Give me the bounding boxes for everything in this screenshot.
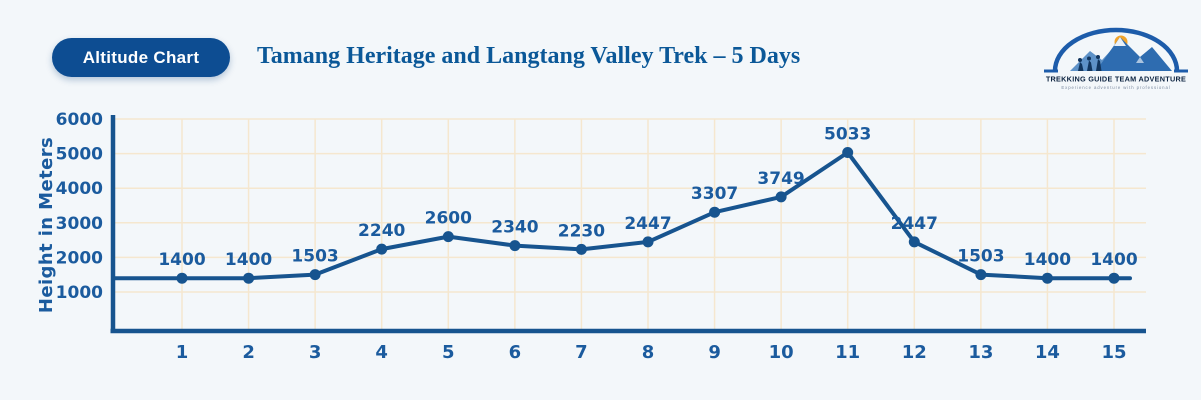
data-point-dot <box>309 269 321 281</box>
data-point-dot <box>842 147 854 158</box>
data-point-value-label: 2240 <box>358 221 405 241</box>
logo-text: TREKKING GUIDE TEAM ADVENTURE <box>1046 75 1186 84</box>
data-point-dot <box>709 206 721 218</box>
data-point-value-label: 3749 <box>757 169 804 189</box>
y-tick-label: 3000 <box>56 214 103 234</box>
data-point-dot <box>376 243 388 255</box>
data-point-value-label: 1400 <box>225 250 272 270</box>
x-tick-label: 11 <box>835 342 860 363</box>
x-tick-label: 3 <box>309 342 322 363</box>
y-tick-label: 1000 <box>56 283 103 303</box>
data-point-dot <box>1041 272 1053 284</box>
x-tick-label: 15 <box>1101 342 1126 363</box>
x-tick-label: 6 <box>509 342 522 363</box>
logo-tagline: Experience adventure with professional <box>1061 85 1170 90</box>
x-tick-label: 12 <box>902 342 927 363</box>
x-tick-label: 7 <box>575 342 588 363</box>
page-title: Tamang Heritage and Langtang Valley Trek… <box>257 43 801 69</box>
data-point-dot <box>1108 272 1120 284</box>
x-tick-label: 4 <box>375 342 388 363</box>
x-tick-label: 2 <box>242 342 255 363</box>
data-point-value-label: 3307 <box>691 184 738 204</box>
data-point-dot <box>975 269 987 281</box>
y-tick-label: 2000 <box>56 248 103 268</box>
data-point-dot <box>575 243 587 255</box>
y-tick-label: 5000 <box>56 145 103 165</box>
altitude-chart-badge: Altitude Chart <box>52 38 230 77</box>
data-point-value-label: 1503 <box>957 247 1004 267</box>
data-point-value-label: 2230 <box>558 221 605 241</box>
data-point-dot <box>642 236 654 248</box>
y-tick-label: 4000 <box>56 179 103 199</box>
data-point-value-label: 2447 <box>624 214 671 234</box>
data-point-value-label: 5033 <box>824 125 871 145</box>
x-tick-label: 10 <box>769 342 794 363</box>
x-tick-label: 9 <box>708 342 721 363</box>
company-logo: TREKKING GUIDE TEAM ADVENTURE Experience… <box>1040 26 1192 94</box>
y-tick-label: 6000 <box>56 110 103 130</box>
x-tick-label: 5 <box>442 342 455 363</box>
y-axis-title: Height in Meters <box>36 137 57 313</box>
data-point-value-label: 1400 <box>158 250 205 270</box>
logo-snow-cap-icon <box>1114 37 1126 46</box>
data-point-value-label: 2340 <box>491 218 538 238</box>
data-point-dot <box>243 272 255 284</box>
data-point-dot <box>442 231 454 243</box>
data-point-dot <box>775 191 787 203</box>
logo-arch <box>1052 27 1180 72</box>
data-point-dot <box>509 240 521 252</box>
x-tick-label: 13 <box>968 342 993 363</box>
x-tick-label: 8 <box>642 342 655 363</box>
data-point-value-label: 1400 <box>1090 250 1137 270</box>
data-point-dot <box>908 236 920 248</box>
logo-hikers-icon <box>1078 55 1102 71</box>
data-point-value-label: 1503 <box>291 247 338 267</box>
data-point-value-label: 2447 <box>891 214 938 234</box>
data-point-value-label: 1400 <box>1024 250 1071 270</box>
data-point-value-label: 2600 <box>425 209 472 229</box>
logo-snow-cap2-icon <box>1136 57 1144 63</box>
x-tick-label: 14 <box>1035 342 1060 363</box>
data-point-dot <box>176 272 188 284</box>
x-tick-label: 1 <box>176 342 189 363</box>
logo-graphic: TREKKING GUIDE TEAM ADVENTURE Experience… <box>1044 27 1188 90</box>
